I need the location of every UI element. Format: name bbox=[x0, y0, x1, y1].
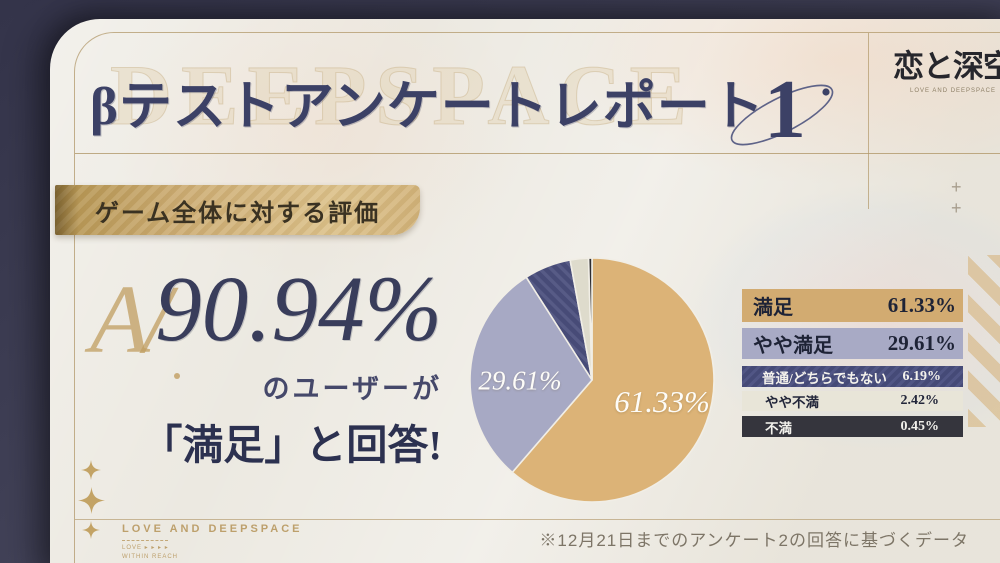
legend-value: 6.19% bbox=[902, 368, 942, 384]
report-number-ornament: 1 bbox=[726, 63, 842, 169]
game-logo: 恋と深空 LOVE AND DEEPSPACE bbox=[878, 41, 1000, 94]
orbit-ellipse-icon bbox=[730, 84, 834, 146]
inner-gold-frame bbox=[74, 32, 1000, 563]
legend-value: 2.42% bbox=[900, 393, 940, 408]
stat-caption-line2: 「満足」と回答! bbox=[141, 421, 442, 468]
footer-brand-sub1: LOVE ▸ ▸ ▸ ▸ bbox=[122, 545, 169, 551]
report-number: 1 bbox=[764, 63, 806, 156]
stat-caption-line1: のユーザーが bbox=[262, 373, 442, 404]
page-title: βテストアンケートレポート bbox=[90, 78, 765, 136]
footer-brand-rule bbox=[122, 540, 168, 541]
legend-value: 0.45% bbox=[900, 418, 940, 434]
pie-chart-svg bbox=[469, 257, 715, 503]
title-divider-line bbox=[75, 153, 1000, 154]
plus-icon: + bbox=[951, 177, 962, 197]
legend-label: やや満足 bbox=[753, 335, 833, 357]
legend-row-satisfied: 満足 61.33% bbox=[742, 289, 963, 322]
legend-row-somewhat-satisfied: やや満足 29.61% bbox=[742, 328, 963, 359]
chart-legend: 満足 61.33% やや満足 29.61% 普通/どちらでもない 6.19% や… bbox=[742, 289, 963, 437]
legend-label: 不満 bbox=[765, 420, 792, 436]
legend-value: 29.61% bbox=[887, 331, 956, 355]
monogram-ornament: A/ bbox=[90, 266, 181, 379]
legend-value: 61.33% bbox=[887, 293, 956, 317]
sparkle-ornaments bbox=[76, 460, 106, 546]
legend-label: 満足 bbox=[753, 297, 793, 319]
watermark-text: DEEPSPACE bbox=[110, 47, 696, 144]
legend-row-somewhat-dissatisfied: やや不満 2.42% bbox=[742, 391, 963, 411]
footer-brand-title: LOVE AND DEEPSPACE bbox=[122, 523, 303, 535]
sparkle-icon bbox=[77, 487, 105, 514]
paper-card: DEEPSPACE βテストアンケートレポート 1 恋と深空 LOVE AND … bbox=[50, 19, 1000, 563]
section-badge: ゲーム全体に対する評価 bbox=[55, 185, 420, 235]
logo-divider-line bbox=[868, 33, 869, 209]
game-logo-caption: LOVE AND DEEPSPACE bbox=[910, 88, 996, 94]
footer-brand-sub2: WITHIN REACH bbox=[122, 554, 178, 560]
legend-row-neutral: 普通/どちらでもない 6.19% bbox=[742, 366, 963, 387]
stat-value: 90.94% bbox=[155, 258, 442, 361]
legend-row-dissatisfied: 不満 0.45% bbox=[742, 416, 963, 437]
footer-divider-line bbox=[75, 519, 1000, 520]
legend-label: やや不満 bbox=[765, 395, 819, 410]
game-logo-calligraphy: 恋と深空 bbox=[893, 49, 1000, 84]
sparkle-icon bbox=[81, 460, 101, 480]
pie-chart: 61.33% 29.61% bbox=[462, 250, 722, 510]
diagonal-stripes-ornament bbox=[968, 255, 1000, 427]
highlight-stat: A/ 90.94% のユーザーが 「満足」と回答! bbox=[80, 258, 442, 471]
plus-ornaments: + + bbox=[951, 177, 962, 218]
plus-icon: + bbox=[951, 198, 962, 218]
pie-slice-label-satisfied: 61.33% bbox=[614, 384, 710, 419]
legend-label: 普通/どちらでもない bbox=[762, 370, 887, 386]
pie-slice-label-somewhat-satisfied: 29.61% bbox=[478, 365, 562, 396]
section-badge-label: ゲーム全体に対する評価 bbox=[94, 200, 381, 227]
sparkle-icon bbox=[82, 521, 100, 539]
footer-brand: LOVE AND DEEPSPACE LOVE ▸ ▸ ▸ ▸ WITHIN R… bbox=[122, 523, 303, 562]
footer-note: ※12月21日までのアンケート2の回答に基づくデータ bbox=[539, 531, 969, 550]
